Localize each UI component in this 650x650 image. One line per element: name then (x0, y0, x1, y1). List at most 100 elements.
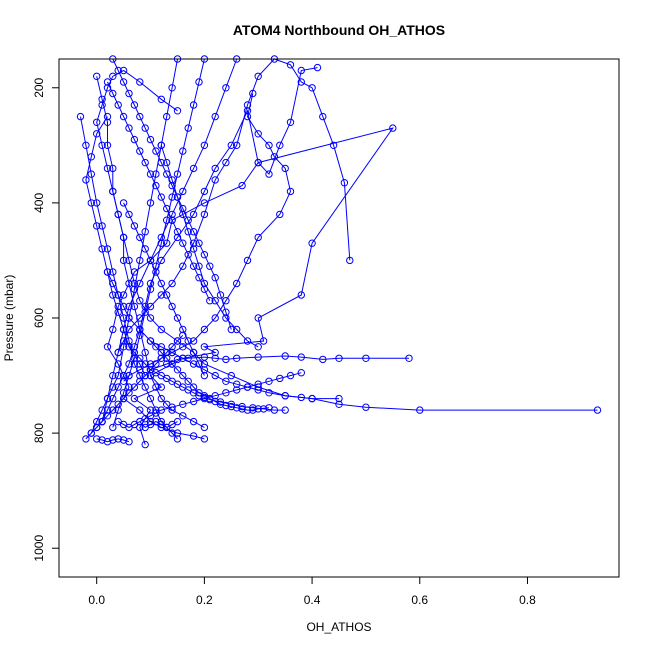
data-point (200, 251, 209, 259)
data-point (173, 417, 182, 426)
data-point (243, 383, 252, 391)
data-point (125, 371, 133, 380)
data-point (119, 291, 128, 299)
data-point (189, 417, 198, 426)
data-point (335, 354, 343, 362)
data-point (157, 233, 166, 242)
series-line (123, 202, 205, 376)
data-point (222, 84, 230, 92)
data-point (130, 222, 139, 230)
data-point (109, 406, 117, 414)
data-point (189, 360, 198, 368)
series-line (101, 58, 238, 422)
data-point (119, 66, 128, 75)
data-point (259, 337, 268, 345)
series-21 (93, 435, 133, 446)
data-point (109, 89, 117, 98)
data-point (189, 337, 198, 345)
series-line (85, 334, 184, 440)
data-point (189, 432, 198, 440)
data-point (405, 354, 413, 362)
data-point (195, 78, 203, 86)
data-point (189, 164, 198, 173)
data-point (93, 435, 101, 443)
data-point (179, 204, 187, 213)
data-point (93, 130, 101, 138)
data-point (93, 72, 101, 81)
data-point (179, 343, 187, 351)
data-point (389, 124, 397, 132)
data-point (211, 297, 219, 305)
data-point (98, 436, 106, 444)
data-point (179, 210, 187, 219)
data-point (254, 405, 262, 413)
data-point (200, 325, 209, 334)
data-point (265, 404, 273, 412)
data-point (157, 383, 166, 391)
data-point (286, 371, 295, 380)
data-point (114, 406, 122, 414)
data-point (179, 371, 187, 380)
data-point (157, 348, 166, 357)
series-4 (114, 55, 354, 357)
data-point (222, 377, 230, 385)
data-point (109, 72, 117, 81)
data-point (141, 308, 149, 316)
data-point (103, 78, 112, 86)
data-point (286, 61, 295, 69)
data-point (119, 233, 128, 242)
data-point (173, 337, 182, 345)
data-point (146, 199, 155, 207)
data-point (216, 400, 225, 408)
data-point (146, 360, 155, 368)
y-tick-label: 1000 (32, 535, 46, 562)
data-point (254, 386, 262, 394)
data-point (281, 406, 289, 414)
data-point (98, 101, 106, 109)
data-point (276, 141, 284, 150)
series-0 (103, 124, 397, 449)
data-point (593, 406, 602, 414)
data-point (119, 394, 128, 403)
data-point (136, 147, 144, 155)
data-point (152, 170, 160, 178)
data-point (179, 325, 187, 334)
data-point (168, 279, 176, 288)
data-point (173, 435, 182, 443)
data-point (313, 63, 322, 72)
data-point (281, 164, 289, 173)
data-point (152, 360, 160, 368)
x-tick-label: 0.6 (411, 593, 428, 607)
data-point (216, 291, 225, 299)
data-point (211, 392, 219, 400)
data-point (141, 124, 149, 132)
data-point (157, 325, 166, 334)
data-point (136, 297, 144, 305)
data-point (254, 233, 262, 242)
data-point (103, 112, 112, 121)
data-point (227, 402, 236, 411)
data-point (189, 228, 198, 236)
data-point (103, 268, 112, 276)
data-point (227, 400, 236, 408)
data-point (254, 380, 262, 388)
data-point (319, 112, 327, 121)
data-point (125, 279, 133, 288)
data-point (173, 233, 182, 242)
data-point (98, 222, 106, 230)
x-axis: 0.0 0.2 0.4 0.6 0.8 (88, 576, 536, 607)
data-point (297, 369, 305, 377)
data-point (136, 279, 144, 288)
data-point (189, 262, 198, 270)
data-point (146, 256, 155, 265)
data-point (163, 348, 171, 357)
data-point (114, 308, 122, 316)
x-tick-label: 0.8 (519, 593, 536, 607)
data-point (136, 417, 144, 426)
data-point (157, 141, 166, 150)
data-point (179, 147, 187, 155)
data-point (119, 256, 128, 265)
data-point (109, 291, 117, 299)
data-point (87, 170, 96, 178)
